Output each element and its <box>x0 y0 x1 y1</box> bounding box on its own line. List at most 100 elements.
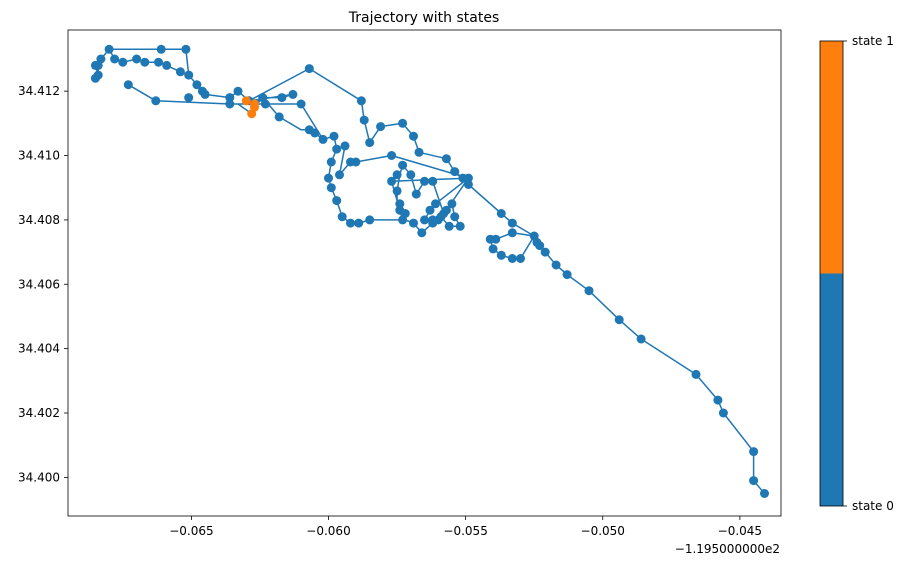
y-tick-label-6: 34.412 <box>18 84 60 98</box>
point-state-0-63 <box>132 54 142 64</box>
point-state-0-65 <box>110 54 120 64</box>
point-state-0-76 <box>335 170 344 180</box>
point-state-0-89 <box>428 176 438 186</box>
point-state-0-113 <box>400 209 410 218</box>
point-state-0-40 <box>304 125 314 135</box>
point-state-0-77 <box>326 157 336 167</box>
y-tick-label-0: 34.400 <box>18 470 60 484</box>
point-state-0-48 <box>258 93 268 103</box>
point-state-0-84 <box>365 215 375 225</box>
y-tick-label-3: 34.406 <box>18 277 60 291</box>
colorbar-label-0: state 1 <box>852 34 894 48</box>
point-state-0-46 <box>225 93 235 103</box>
axes: −0.065 −0.060 −0.055 −0.050 −0.045 34.400 34.4… <box>18 29 782 538</box>
point-state-0-49 <box>277 93 287 103</box>
point-state-0-37 <box>329 131 339 141</box>
point-state-0-32 <box>365 138 375 148</box>
point-state-0-2 <box>749 447 759 457</box>
point-state-0-55 <box>123 80 133 90</box>
plot-area <box>90 44 769 498</box>
y-tick-label-5: 34.410 <box>18 149 60 163</box>
x-axis-offset-label: −1.195000000e2 <box>675 542 780 556</box>
series-state-1 <box>241 96 259 119</box>
x-tick-label-1: −0.060 <box>306 524 350 538</box>
point-state-0-100 <box>417 228 427 238</box>
point-state-0-71 <box>90 73 100 83</box>
point-state-0-108 <box>387 151 397 160</box>
point-state-0-34 <box>356 96 366 106</box>
point-state-0-20 <box>491 234 501 244</box>
point-state-0-6 <box>636 334 646 344</box>
x-tick-label-0: −0.065 <box>169 524 213 538</box>
point-state-0-41 <box>296 99 306 109</box>
point-state-0-86 <box>406 170 416 180</box>
point-state-0-83 <box>354 218 364 228</box>
point-state-0-105 <box>392 186 402 196</box>
point-state-0-26 <box>450 167 460 177</box>
point-state-0-87 <box>411 189 421 199</box>
point-state-0-28 <box>414 147 424 157</box>
point-state-0-106 <box>392 170 402 180</box>
point-state-0-58 <box>184 70 194 80</box>
point-state-0-47 <box>225 99 235 109</box>
point-state-0-75 <box>346 157 355 167</box>
point-state-0-69 <box>90 60 100 70</box>
point-state-0-73 <box>181 44 191 54</box>
point-state-0-66 <box>104 44 114 54</box>
point-state-0-88 <box>420 176 429 186</box>
point-state-0-80 <box>332 196 342 206</box>
point-state-0-95 <box>463 173 473 183</box>
point-state-0-60 <box>162 60 172 70</box>
x-tick-label-2: −0.055 <box>443 524 487 538</box>
point-state-0-1 <box>749 476 759 486</box>
point-state-0-11 <box>540 247 550 257</box>
point-state-0-59 <box>175 67 185 77</box>
point-state-0-82 <box>346 218 355 228</box>
colorbar: state 1 state 0 <box>819 34 894 513</box>
point-state-0-27 <box>441 154 451 164</box>
point-state-0-9 <box>562 270 572 280</box>
point-state-0-23 <box>496 209 506 218</box>
point-state-0-91 <box>444 221 454 231</box>
point-state-0-72 <box>156 44 166 54</box>
x-tick-label-4: −0.045 <box>718 524 762 538</box>
y-tick-label-4: 34.408 <box>18 213 60 227</box>
colorbar-segment-1 <box>820 273 843 506</box>
point-state-0-0 <box>760 489 769 498</box>
point-state-0-15 <box>516 254 525 263</box>
point-state-0-112 <box>420 215 429 225</box>
plot-contents <box>90 44 769 498</box>
point-state-0-21 <box>507 228 517 238</box>
colorbar-segment-0 <box>820 41 843 274</box>
point-state-0-79 <box>326 183 336 193</box>
point-state-0-78 <box>324 173 333 183</box>
point-state-0-24 <box>463 180 473 189</box>
point-state-0-53 <box>184 93 194 103</box>
point-state-0-94 <box>447 199 457 209</box>
point-state-0-5 <box>691 369 701 379</box>
point-state-0-45 <box>233 86 243 96</box>
plot-frame <box>67 29 782 517</box>
point-state-0-93 <box>450 212 460 222</box>
point-state-0-10 <box>551 260 561 270</box>
point-state-0-62 <box>140 57 150 67</box>
point-state-0-57 <box>192 80 202 90</box>
point-state-0-109 <box>425 205 435 215</box>
point-state-0-7 <box>614 315 624 325</box>
point-state-0-54 <box>151 96 161 106</box>
point-state-0-50 <box>288 89 298 99</box>
y-tick-label-1: 34.402 <box>18 406 60 420</box>
point-state-0-30 <box>398 118 408 128</box>
point-state-0-8 <box>584 286 594 296</box>
point-state-0-110 <box>436 212 446 222</box>
point-state-0-107 <box>398 160 408 170</box>
point-state-0-22 <box>507 218 517 228</box>
y-tick-label-2: 34.404 <box>18 342 60 356</box>
point-state-0-14 <box>529 231 539 241</box>
point-state-0-33 <box>359 115 369 125</box>
point-state-0-18 <box>488 244 498 254</box>
point-state-0-29 <box>409 131 418 141</box>
point-state-0-36 <box>332 144 342 154</box>
